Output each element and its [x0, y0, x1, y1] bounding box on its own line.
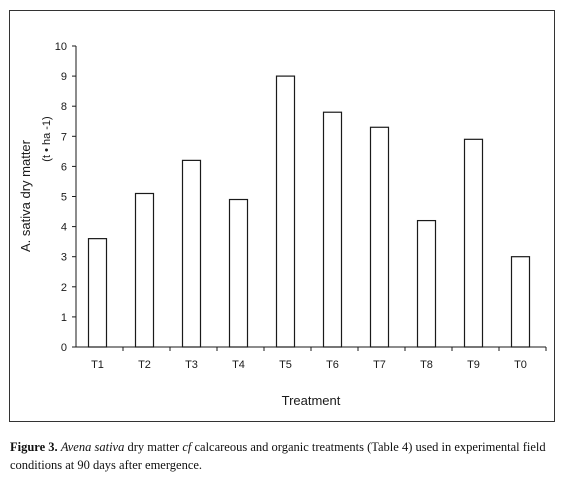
- x-axis-label: Treatment: [282, 393, 341, 408]
- y-axis-unit-label: (t • ha -1): [41, 116, 53, 161]
- y-tick-label: 6: [61, 161, 67, 173]
- bar-t8: [416, 219, 437, 348]
- bar-t0: [510, 256, 531, 348]
- x-axis-ticks: T1 T2 T3 T4 T5 T6 T7 T8 T9 T0: [91, 347, 547, 371]
- x-tick-label-t8: T8: [420, 359, 433, 371]
- bar-t1: [87, 238, 108, 348]
- x-tick-label-t1: T1: [91, 359, 104, 371]
- bar-t2: [134, 192, 155, 348]
- figure-caption: Figure 3. Avena sativa dry matter cf cal…: [10, 438, 566, 474]
- bar-t5: [275, 75, 296, 348]
- y-tick-label: 5: [61, 192, 67, 204]
- bar-t6: [322, 111, 343, 348]
- y-tick-label: 7: [61, 131, 67, 143]
- x-tick-label-t9: T9: [467, 359, 480, 371]
- bar-t4: [228, 198, 249, 348]
- x-tick-label-t7: T7: [373, 359, 386, 371]
- caption-text-part2: calcareous and organic treatments (Table…: [10, 440, 546, 472]
- bar-t3: [181, 159, 202, 348]
- y-tick-label: 4: [61, 222, 67, 234]
- x-tick-label-t4: T4: [232, 359, 245, 371]
- y-tick-label: 10: [55, 41, 67, 53]
- y-tick-label: 1: [61, 312, 67, 324]
- y-axis-label: A. sativa dry matter: [18, 139, 33, 252]
- bar-t9: [463, 138, 484, 348]
- y-axis-ticks: 0 1 2 3 4 5 6 7 8 9 10: [55, 41, 76, 354]
- caption-text-part1: dry matter: [124, 440, 183, 454]
- bar-chart: 0 1 2 3 4 5 6 7 8 9 10 T1 T2 T3 T4 T5 T6 T7 T8 T9 T0 A. sat…: [18, 41, 547, 408]
- x-tick-label-t5: T5: [279, 359, 292, 371]
- y-tick-label: 3: [61, 252, 67, 264]
- figure-frame: 0 1 2 3 4 5 6 7 8 9 10 T1 T2 T3 T4 T5 T6 T7 T8 T9 T0 A. sat…: [9, 10, 555, 422]
- x-tick-label-t2: T2: [138, 359, 151, 371]
- y-tick-label: 9: [61, 71, 67, 83]
- x-tick-label-t0: T0: [514, 359, 527, 371]
- y-tick-label: 0: [61, 342, 67, 354]
- x-tick-label-t6: T6: [326, 359, 339, 371]
- y-tick-label: 2: [61, 282, 67, 294]
- bar-t7: [369, 126, 390, 348]
- y-tick-label: 8: [61, 101, 67, 113]
- caption-cf: cf: [182, 440, 192, 454]
- x-tick-label-t3: T3: [185, 359, 198, 371]
- bars: [87, 75, 531, 348]
- caption-figure-label: Figure 3.: [10, 440, 58, 454]
- caption-species: Avena sativa: [60, 440, 125, 454]
